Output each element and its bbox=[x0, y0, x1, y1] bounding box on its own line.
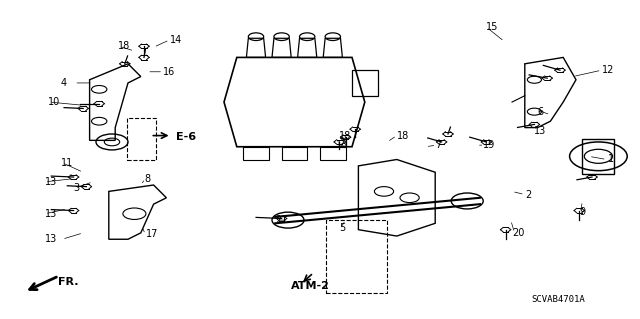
Bar bbox=[352, 70, 378, 96]
Text: 19: 19 bbox=[483, 140, 495, 150]
Text: 17: 17 bbox=[146, 229, 158, 240]
Bar bbox=[582, 139, 614, 174]
Bar bbox=[282, 147, 307, 160]
Text: 14: 14 bbox=[170, 35, 182, 45]
Text: ATM-2: ATM-2 bbox=[291, 280, 330, 291]
Text: 7: 7 bbox=[435, 140, 442, 150]
Bar bbox=[243, 147, 269, 160]
Text: 18: 18 bbox=[339, 130, 351, 141]
Text: E-6: E-6 bbox=[176, 132, 196, 142]
Text: 13: 13 bbox=[336, 140, 348, 150]
Text: 16: 16 bbox=[163, 67, 175, 77]
Text: 9: 9 bbox=[579, 207, 586, 217]
Text: 18: 18 bbox=[118, 41, 131, 51]
Text: 11: 11 bbox=[61, 158, 73, 168]
Text: 8: 8 bbox=[144, 174, 150, 184]
Text: FR.: FR. bbox=[58, 277, 78, 287]
Text: 15: 15 bbox=[486, 22, 499, 32]
Text: 13: 13 bbox=[45, 234, 57, 244]
Text: 1: 1 bbox=[608, 154, 614, 165]
Text: 6: 6 bbox=[538, 107, 544, 117]
Text: 10: 10 bbox=[48, 97, 60, 107]
Text: 13: 13 bbox=[45, 209, 57, 219]
Text: 21: 21 bbox=[275, 215, 287, 225]
Text: 5: 5 bbox=[339, 223, 346, 233]
Text: 3: 3 bbox=[74, 183, 80, 193]
Text: SCVAB4701A: SCVAB4701A bbox=[531, 295, 585, 304]
Text: 18: 18 bbox=[397, 130, 409, 141]
Text: 20: 20 bbox=[512, 228, 524, 238]
Bar bbox=[320, 147, 346, 160]
Text: 12: 12 bbox=[602, 65, 614, 75]
Text: 13: 13 bbox=[45, 177, 57, 187]
Text: 4: 4 bbox=[61, 78, 67, 88]
Text: 2: 2 bbox=[525, 189, 531, 200]
Text: 13: 13 bbox=[534, 126, 547, 136]
